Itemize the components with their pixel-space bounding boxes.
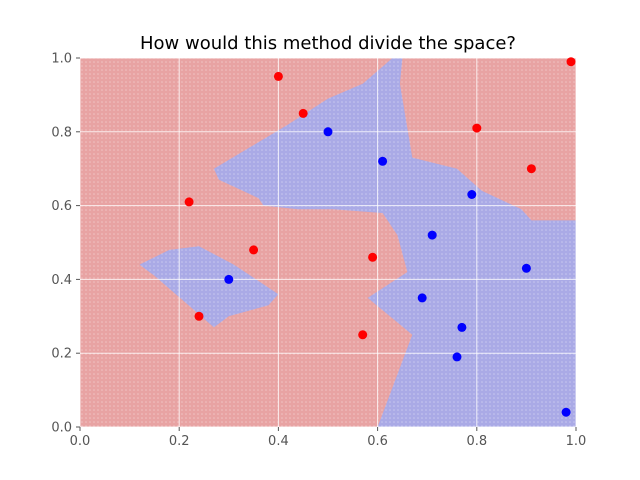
point-series-1: [457, 322, 467, 332]
x-tick-label: 0.0: [70, 434, 91, 449]
point-series-0: [526, 164, 536, 174]
y-tick-label: 0.0: [51, 421, 72, 436]
point-series-0: [472, 123, 482, 133]
chart-title: How would this method divide the space?: [140, 33, 516, 54]
point-series-0: [566, 57, 576, 67]
y-tick-label: 0.8: [51, 125, 72, 140]
point-series-1: [378, 156, 388, 166]
x-tick-label: 0.2: [169, 434, 190, 449]
point-series-0: [184, 197, 194, 207]
point-series-1: [224, 274, 234, 284]
point-series-1: [521, 263, 531, 273]
grid-lines: [79, 57, 577, 428]
axis-ticks: 0.0 0.2 0.4 0.6 0.8 1.0 0.0 0.2 0.4 0.6 0.8 1.0: [51, 52, 586, 450]
x-tick-label: 0.8: [466, 434, 487, 449]
x-tick-label: 0.4: [268, 434, 289, 449]
point-series-1: [417, 293, 427, 303]
x-tick-label: 0.6: [367, 434, 388, 449]
point-series-0: [368, 252, 378, 262]
point-series-0: [249, 245, 259, 255]
point-series-1: [467, 190, 477, 199]
point-series-1: [323, 127, 333, 137]
point-series-1: [427, 230, 437, 240]
point-series-0: [358, 330, 368, 340]
y-tick-label: 0.6: [51, 199, 72, 214]
x-tick-label: 1.0: [566, 434, 587, 449]
y-tick-label: 0.2: [51, 347, 72, 362]
y-tick-label: 0.4: [51, 273, 72, 288]
y-tick-label: 1.0: [51, 52, 72, 67]
point-series-1: [561, 407, 571, 417]
data-points: [184, 57, 576, 417]
point-series-0: [273, 71, 283, 81]
plot-texture: [80, 58, 576, 427]
point-series-0: [194, 311, 204, 321]
point-series-1: [452, 352, 462, 362]
point-series-0: [298, 108, 308, 118]
